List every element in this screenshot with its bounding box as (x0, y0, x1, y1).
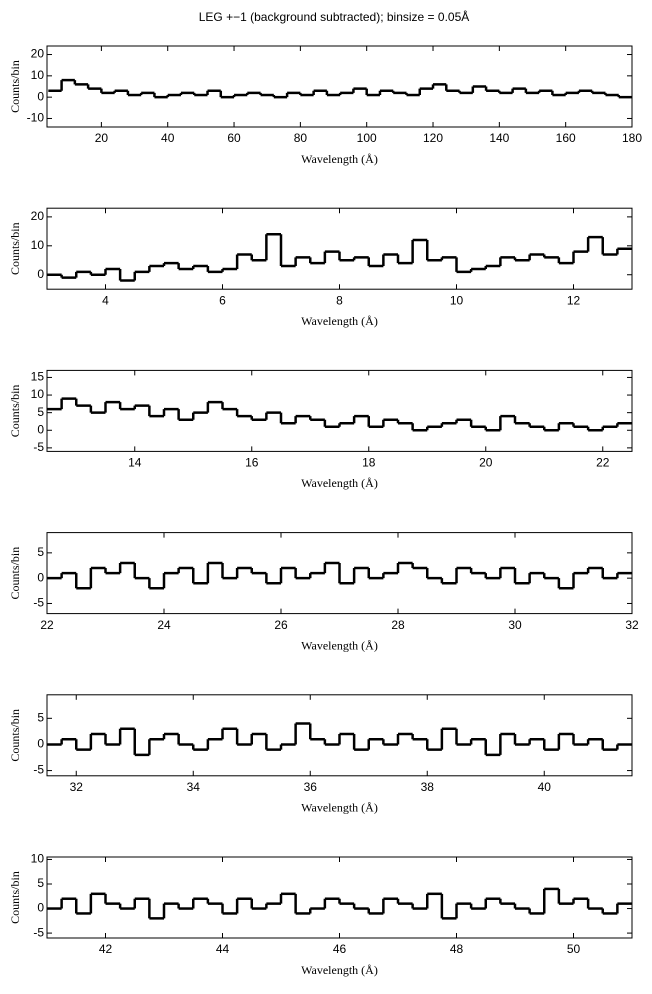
x-tick-label: 14 (128, 456, 142, 470)
y-tick-label: 5 (37, 545, 44, 559)
x-tick-label: 40 (538, 780, 552, 794)
y-tick-label: 5 (37, 876, 44, 890)
x-tick-label: 12 (567, 293, 581, 307)
x-axis-label: Wavelength (Å) (301, 152, 378, 166)
y-tick-label: 20 (31, 209, 45, 223)
y-tick-label: 15 (31, 370, 45, 384)
x-tick-label: 50 (567, 942, 581, 956)
x-tick-label: 34 (187, 780, 201, 794)
x-tick-label: 10 (450, 293, 464, 307)
x-tick-label: 18 (362, 456, 376, 470)
y-axis-label: Counts/bin (8, 385, 22, 438)
x-tick-label: 6 (219, 293, 226, 307)
plot-frame (46, 45, 633, 128)
x-tick-label: 48 (450, 942, 464, 956)
x-tick-label: 46 (333, 942, 347, 956)
x-tick-label: 60 (227, 131, 241, 145)
step-connector (60, 398, 619, 431)
step-connector (60, 562, 619, 589)
x-tick-label: 42 (99, 942, 113, 956)
step-connector (60, 888, 619, 919)
plot-frame (46, 694, 633, 777)
x-tick-label: 16 (245, 456, 259, 470)
x-tick-label: 100 (357, 131, 377, 145)
x-axis-label: Wavelength (Å) (301, 963, 378, 977)
step-connector (60, 80, 620, 98)
y-tick-label: 5 (37, 405, 44, 419)
x-tick-label: 30 (508, 618, 522, 632)
y-tick-label: 0 (37, 422, 44, 436)
y-tick-label: -5 (33, 925, 44, 939)
x-tick-label: 38 (421, 780, 435, 794)
plot-frame (46, 207, 633, 290)
y-tick-label: 0 (37, 570, 44, 584)
y-tick-label: 0 (37, 267, 44, 281)
y-axis-label: Counts/bin (8, 547, 22, 600)
y-tick-label: 10 (31, 387, 45, 401)
x-tick-label: 160 (556, 131, 576, 145)
y-tick-label: 10 (31, 68, 45, 82)
x-tick-label: 28 (391, 618, 405, 632)
x-tick-label: 20 (479, 456, 493, 470)
x-tick-label: 44 (216, 942, 230, 956)
y-tick-label: -5 (33, 763, 44, 777)
y-tick-label: 10 (31, 852, 45, 866)
y-tick-label: 10 (31, 238, 45, 252)
x-tick-label: 26 (274, 618, 288, 632)
x-axis-label: Wavelength (Å) (301, 638, 378, 652)
plot-frame (46, 369, 633, 452)
y-tick-label: 5 (37, 710, 44, 724)
x-tick-label: 4 (102, 293, 109, 307)
x-tick-label: 22 (596, 456, 610, 470)
x-tick-label: 40 (161, 131, 175, 145)
y-axis-label: Counts/bin (8, 871, 22, 924)
x-axis-label: Wavelength (Å) (301, 476, 378, 490)
x-tick-label: 22 (40, 618, 54, 632)
y-tick-label: -10 (27, 111, 45, 125)
x-tick-label: 36 (304, 780, 318, 794)
y-tick-label: -5 (33, 596, 44, 610)
x-tick-label: 32 (70, 780, 84, 794)
x-axis-label: Wavelength (Å) (301, 801, 378, 815)
step-connector (60, 723, 619, 755)
x-tick-label: 180 (622, 131, 642, 145)
y-tick-label: 20 (31, 47, 45, 61)
y-axis-label: Counts/bin (8, 222, 22, 275)
y-tick-label: 0 (37, 901, 44, 915)
plot-frame (46, 532, 633, 615)
y-tick-label: 0 (37, 737, 44, 751)
y-tick-label: -5 (33, 440, 44, 454)
x-tick-label: 32 (625, 618, 639, 632)
y-axis-label: Counts/bin (8, 709, 22, 762)
x-tick-label: 8 (336, 293, 343, 307)
x-tick-label: 140 (489, 131, 509, 145)
x-tick-label: 120 (423, 131, 443, 145)
y-tick-label: 0 (37, 89, 44, 103)
chart-title: LEG +−1 (background subtracted); binsize… (199, 9, 470, 24)
x-tick-label: 80 (294, 131, 308, 145)
x-axis-label: Wavelength (Å) (301, 314, 378, 328)
plot-frame (46, 856, 633, 939)
step-connector (60, 234, 619, 281)
x-tick-label: 24 (157, 618, 171, 632)
y-axis-label: Counts/bin (8, 60, 22, 113)
x-tick-label: 20 (95, 131, 109, 145)
